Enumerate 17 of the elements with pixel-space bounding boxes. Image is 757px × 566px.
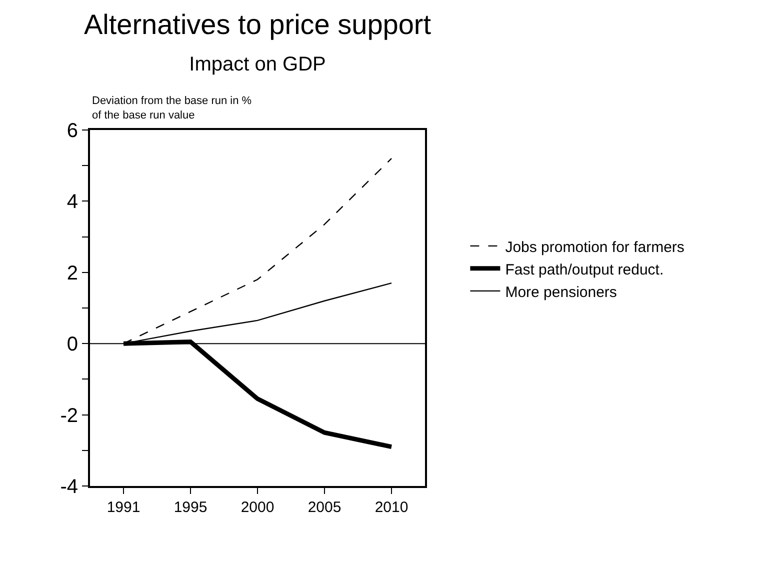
legend-label: More pensioners (505, 284, 617, 301)
y-tick-label: 0 (66, 334, 78, 356)
y-tick-label: -4 (60, 476, 78, 498)
legend-label: Fast path/output reduct. (505, 261, 664, 278)
chart-title: Alternatives to price support (84, 8, 432, 40)
y-axis-title: Deviation from the base run in % of the base run value (92, 95, 252, 122)
y-tick-label: -2 (60, 404, 78, 427)
y-tick-label: 6 (66, 120, 78, 142)
chart-subtitle: Impact on GDP (189, 53, 326, 76)
legend-label: Jobs promotion for farmers (505, 238, 684, 256)
x-tick-label: 2005 (308, 499, 342, 516)
x-tick-label: 1991 (106, 499, 140, 516)
y-tick-label: 2 (66, 262, 78, 284)
y-tick-label: 4 (66, 191, 78, 214)
x-tick-label: 2000 (240, 499, 274, 516)
x-tick-label: 2010 (374, 499, 408, 516)
x-tick-label: 1995 (174, 499, 208, 516)
